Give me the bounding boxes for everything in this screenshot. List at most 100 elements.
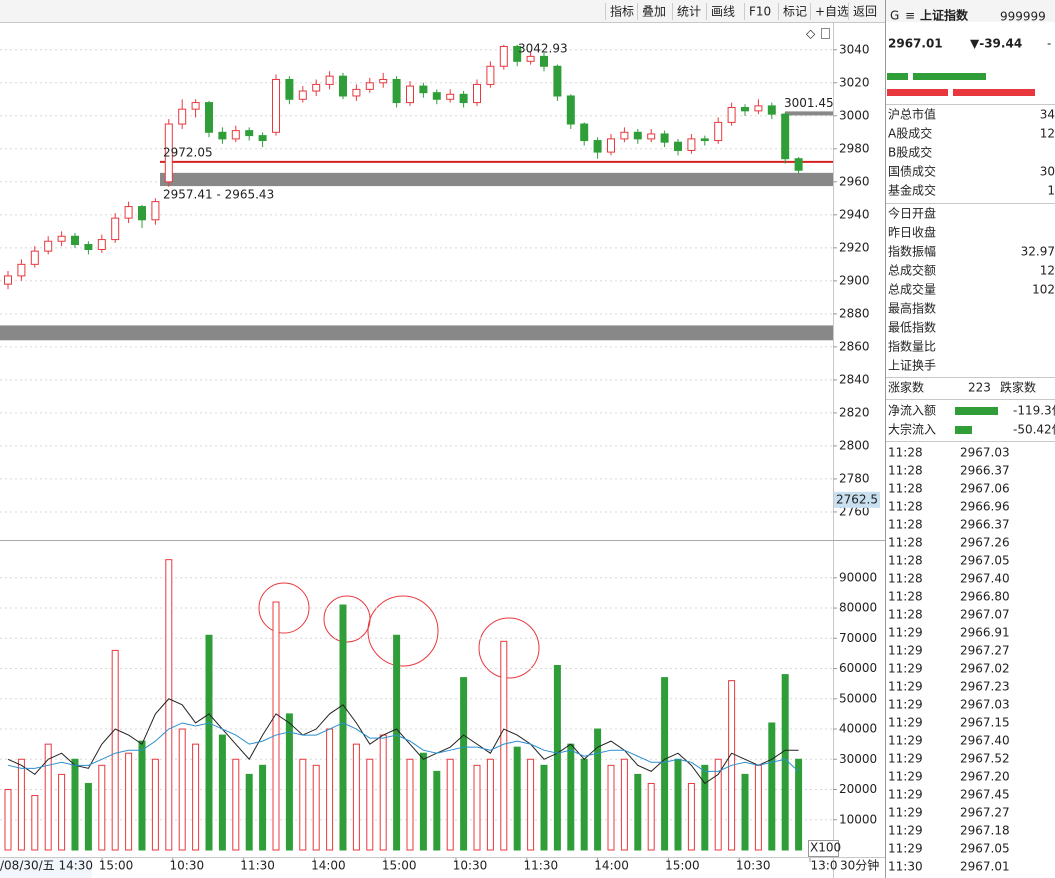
candle-body	[30, 250, 39, 265]
candle-body	[553, 65, 562, 97]
y-tick-label: 2900	[839, 273, 870, 287]
stat-value: 32.97	[1021, 245, 1055, 259]
volume-bar	[741, 773, 749, 851]
diamond-icon[interactable]: ◇	[806, 27, 816, 41]
stat-label: A股成交	[888, 126, 932, 141]
volume-bar	[285, 713, 293, 851]
cursor-label: 2762.5	[836, 492, 878, 506]
period-label[interactable]: 30分钟	[840, 858, 879, 873]
tick-price: 2966.96	[960, 500, 1010, 514]
window-icon[interactable]	[821, 28, 830, 39]
volume-bar	[71, 758, 79, 851]
tick-time: 11:29	[888, 752, 923, 766]
highlight-circle	[478, 617, 540, 679]
candle-body	[231, 130, 240, 140]
volume-bar	[795, 758, 803, 851]
volume-bar	[111, 649, 119, 851]
meter-bar	[953, 89, 1035, 96]
tick-price: 2967.45	[960, 788, 1010, 802]
toolbar-button[interactable]: 返回	[853, 5, 877, 19]
candle-body	[379, 78, 388, 84]
volume-bar	[31, 795, 39, 851]
flow-value: -50.42亿	[1013, 422, 1055, 437]
toolbar-button[interactable]: F10	[749, 5, 771, 19]
index-code: 999999	[1000, 10, 1046, 24]
stat-value: 30	[1040, 165, 1055, 179]
candle-body	[566, 95, 575, 125]
flag: G	[890, 9, 899, 23]
candle-body	[526, 55, 535, 62]
volume-bar	[232, 758, 240, 851]
volume-bar	[768, 722, 776, 851]
meter-bar	[887, 73, 908, 80]
stat-label: 指数振幅	[888, 244, 936, 259]
toolbar-button[interactable]: 指标	[610, 4, 634, 19]
y-tick-label: 40000	[839, 722, 877, 736]
tick-price: 2966.37	[960, 464, 1010, 478]
stat-label: 总成交额	[888, 263, 936, 278]
volume-bar	[326, 728, 334, 851]
tick-price: 2967.03	[960, 446, 1010, 460]
tick-time: 11:29	[888, 806, 923, 820]
tick-price: 2967.18	[960, 824, 1010, 838]
candle-body	[97, 239, 106, 250]
stat-label: 上证换手	[888, 359, 936, 373]
toolbar-button[interactable]: 统计	[677, 5, 701, 19]
level-mark	[785, 111, 833, 116]
volume-bar	[661, 677, 669, 851]
highlight-circle	[367, 595, 439, 667]
tick-price: 2967.27	[960, 806, 1010, 820]
toolbar-button[interactable]: 标记	[783, 5, 807, 19]
y-tick-label: 70000	[839, 631, 877, 645]
volume-bar	[473, 764, 481, 851]
tick-price: 2966.37	[960, 518, 1010, 532]
candle-body	[124, 206, 133, 219]
volume-bar	[540, 764, 548, 851]
toolbar-button[interactable]: +自选	[815, 5, 849, 19]
time-label: 15:00	[382, 859, 417, 873]
candle-body	[607, 138, 615, 153]
volume-bar	[138, 740, 146, 851]
meter-bar	[887, 89, 948, 96]
stat-label: 最低指数	[888, 320, 936, 335]
flow-label: 大宗流入	[888, 422, 936, 437]
toolbar-button[interactable]: 画线	[711, 5, 735, 19]
tick-price: 2967.06	[960, 482, 1010, 496]
volume-bar	[406, 758, 414, 851]
volume-bar	[125, 752, 133, 851]
tick-time: 11:29	[888, 662, 923, 676]
y-tick-label: 3040	[839, 42, 870, 56]
flow-value: -119.3亿	[1013, 403, 1055, 418]
toolbar-button[interactable]: 叠加	[642, 5, 666, 19]
gap-label: 2957.41 - 2965.43	[163, 188, 274, 202]
candle-body	[647, 133, 656, 140]
tick-time: 11:28	[888, 464, 923, 478]
y-tick-label: 50000	[839, 691, 877, 705]
stat-label: 基金成交	[888, 183, 936, 198]
time-label: 13:0	[811, 859, 838, 873]
index-name: 上证指数	[920, 8, 969, 23]
y-tick-label: 2760	[839, 504, 870, 518]
stat-label: 国债成交	[888, 164, 936, 179]
volume-bar	[151, 758, 159, 851]
tick-time: 11:29	[888, 626, 923, 640]
time-label: 10:30	[170, 859, 205, 873]
time-label: 15:00	[99, 859, 134, 873]
volume-bar	[84, 782, 92, 851]
volume-bar	[218, 734, 226, 851]
y-tick-label: 2860	[839, 339, 870, 353]
highlight-circle	[258, 582, 310, 634]
candle-body	[754, 105, 763, 112]
volume-bar	[607, 764, 615, 851]
tick-time: 11:29	[888, 770, 923, 784]
volume-bar	[379, 734, 387, 851]
candle-body	[781, 113, 790, 160]
tick-time: 11:28	[888, 482, 923, 496]
tick-price: 2967.05	[960, 554, 1010, 568]
stat-label: B股成交	[888, 145, 932, 160]
menu-icon[interactable]: ≡	[905, 9, 915, 23]
candle-body	[660, 133, 669, 143]
volume-bar	[634, 773, 642, 851]
candle-body	[272, 78, 280, 133]
breadth-label: 涨家数	[888, 380, 924, 395]
